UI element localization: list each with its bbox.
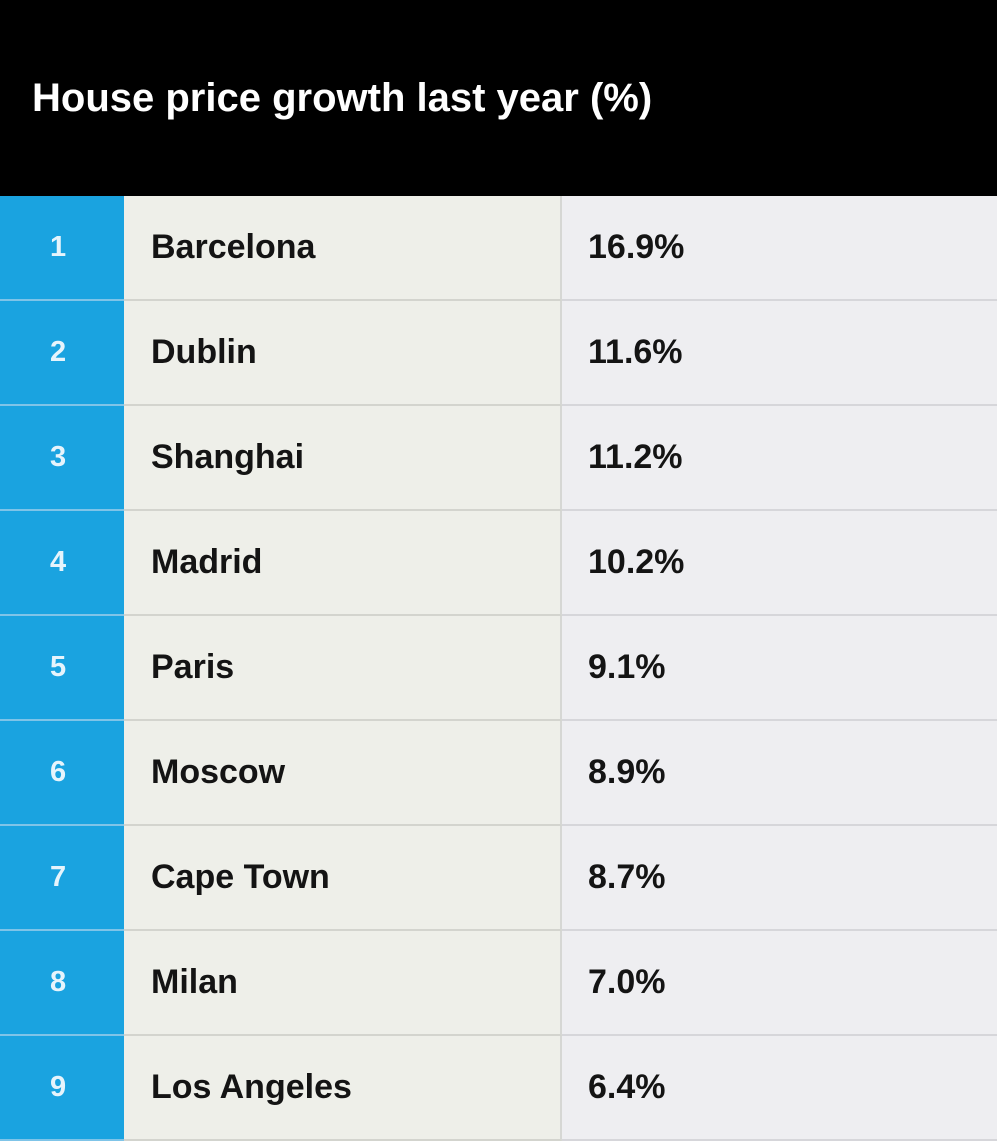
table-row: 4 Madrid 10.2%: [0, 511, 997, 616]
city-cell: Cape Town: [124, 826, 562, 931]
rank-cell: 8: [0, 931, 124, 1036]
city-name: Los Angeles: [151, 1068, 352, 1106]
growth-value: 16.9%: [588, 228, 685, 266]
growth-value-cell: 10.2%: [562, 511, 997, 616]
city-name: Paris: [151, 648, 235, 686]
rank-cell: 1: [0, 196, 124, 301]
table-row: 1 Barcelona 16.9%: [0, 196, 997, 301]
growth-value: 6.4%: [588, 1068, 666, 1106]
city-name: Milan: [151, 963, 238, 1001]
city-cell: Dublin: [124, 301, 562, 406]
city-cell: Madrid: [124, 511, 562, 616]
rank-number: 8: [50, 966, 67, 998]
growth-value-cell: 9.1%: [562, 616, 997, 721]
growth-value: 7.0%: [588, 963, 666, 1001]
city-name: Cape Town: [151, 858, 330, 896]
table-row: 6 Moscow 8.9%: [0, 721, 997, 826]
chart-title: House price growth last year (%): [32, 76, 653, 120]
rank-cell: 2: [0, 301, 124, 406]
growth-value: 11.6%: [588, 333, 683, 371]
rank-number: 5: [50, 651, 67, 683]
rank-number: 4: [50, 546, 67, 578]
city-name: Madrid: [151, 543, 263, 581]
city-name: Barcelona: [151, 228, 316, 266]
city-cell: Milan: [124, 931, 562, 1036]
growth-value-cell: 8.9%: [562, 721, 997, 826]
growth-value: 10.2%: [588, 543, 685, 581]
table-row: 3 Shanghai 11.2%: [0, 406, 997, 511]
city-cell: Moscow: [124, 721, 562, 826]
rank-cell: 5: [0, 616, 124, 721]
city-cell: Shanghai: [124, 406, 562, 511]
growth-value: 8.7%: [588, 858, 666, 896]
rank-number: 3: [50, 441, 67, 473]
table-row: 9 Los Angeles 6.4%: [0, 1036, 997, 1141]
rank-cell: 7: [0, 826, 124, 931]
rank-cell: 3: [0, 406, 124, 511]
rank-number: 6: [50, 756, 67, 788]
growth-value-cell: 6.4%: [562, 1036, 997, 1141]
table-row: 5 Paris 9.1%: [0, 616, 997, 721]
rank-cell: 6: [0, 721, 124, 826]
table-row: 2 Dublin 11.6%: [0, 301, 997, 406]
table-row: 8 Milan 7.0%: [0, 931, 997, 1036]
growth-value: 11.2%: [588, 438, 683, 476]
rank-number: 1: [50, 231, 67, 263]
city-cell: Paris: [124, 616, 562, 721]
rank-cell: 4: [0, 511, 124, 616]
growth-value-cell: 11.6%: [562, 301, 997, 406]
city-name: Shanghai: [151, 438, 305, 476]
ranking-table: 1 Barcelona 16.9% 2 Dublin 11.6% 3 Shanghai 11.2…: [0, 196, 997, 1141]
rank-number: 2: [50, 336, 67, 368]
growth-value-cell: 8.7%: [562, 826, 997, 931]
city-name: Moscow: [151, 753, 286, 791]
growth-value-cell: 7.0%: [562, 931, 997, 1036]
city-cell: Barcelona: [124, 196, 562, 301]
growth-value-cell: 16.9%: [562, 196, 997, 301]
rank-number: 9: [50, 1071, 67, 1103]
growth-value: 9.1%: [588, 648, 666, 686]
table-row: 7 Cape Town 8.7%: [0, 826, 997, 931]
growth-value: 8.9%: [588, 753, 666, 791]
city-name: Dublin: [151, 333, 257, 371]
growth-value-cell: 11.2%: [562, 406, 997, 511]
header-bar: House price growth last year (%): [0, 0, 997, 196]
rank-cell: 9: [0, 1036, 124, 1141]
rank-number: 7: [50, 861, 67, 893]
city-cell: Los Angeles: [124, 1036, 562, 1141]
